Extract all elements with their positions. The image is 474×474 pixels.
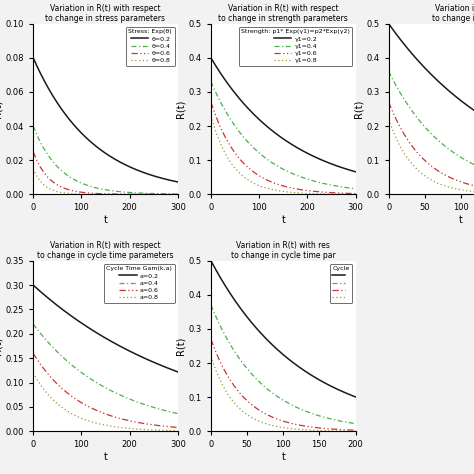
- Y-axis label: R(t): R(t): [176, 100, 186, 118]
- Title: Variation in R(t) with respect
to change in strength parameters: Variation in R(t) with respect to change…: [219, 3, 348, 23]
- Legend: θ=0.2, θ=0.4, θ=0.6, θ=0.8: θ=0.2, θ=0.4, θ=0.6, θ=0.8: [126, 27, 174, 66]
- Legend: a=0.2, a=0.4, a=0.6, a=0.8: a=0.2, a=0.4, a=0.6, a=0.8: [104, 264, 174, 303]
- Title: Variation in R(t) with respect
to change in cycle time parameters: Variation in R(t) with respect to change…: [37, 240, 173, 260]
- Y-axis label: R(t): R(t): [354, 100, 364, 118]
- X-axis label: t: t: [459, 215, 463, 225]
- X-axis label: t: t: [103, 452, 108, 462]
- Title: Variation in R(t) with respect
to change in stress parameters: Variation in R(t) with respect to change…: [46, 3, 165, 23]
- Legend: , , , : , , ,: [330, 264, 352, 303]
- Y-axis label: R(t): R(t): [0, 100, 3, 118]
- Y-axis label: R(t): R(t): [176, 337, 186, 355]
- Legend: γ1=0.2, γ1=0.4, γ1=0.6, γ1=0.8: γ1=0.2, γ1=0.4, γ1=0.6, γ1=0.8: [238, 27, 352, 66]
- Title: Variation in R
to change in st: Variation in R to change in st: [432, 3, 474, 23]
- Title: Variation in R(t) with res
to change in cycle time par: Variation in R(t) with res to change in …: [231, 240, 336, 260]
- Y-axis label: R(t): R(t): [0, 337, 3, 355]
- X-axis label: t: t: [281, 452, 285, 462]
- X-axis label: t: t: [281, 215, 285, 225]
- X-axis label: t: t: [103, 215, 108, 225]
